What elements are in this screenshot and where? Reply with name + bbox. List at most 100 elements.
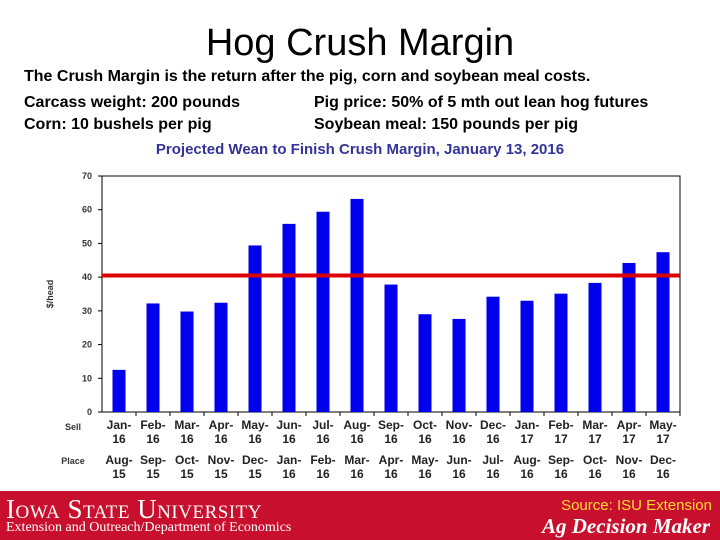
y-tick-label: 0 xyxy=(87,407,92,417)
place-month-label: Dec- xyxy=(650,453,676,467)
bar xyxy=(486,296,500,412)
footer-bar xyxy=(0,491,720,540)
place-year-label: 15 xyxy=(112,467,126,480)
place-year-label: 16 xyxy=(418,467,432,480)
source-text: Source: ISU Extension xyxy=(561,497,712,514)
place-year-label: 16 xyxy=(486,467,500,480)
y-tick-label: 10 xyxy=(82,373,92,383)
sell-month-label: Oct- xyxy=(413,418,437,432)
sell-month-label: Dec- xyxy=(480,418,506,432)
chart-title: Projected Wean to Finish Crush Margin, J… xyxy=(156,141,564,158)
sell-month-label: Aug- xyxy=(343,418,370,432)
bar xyxy=(622,262,636,412)
sell-month-label: Jan- xyxy=(515,418,540,432)
sell-month-label: May- xyxy=(241,418,268,432)
sell-year-label: 16 xyxy=(112,432,126,446)
crush-margin-chart: Projected Wean to Finish Crush Margin, J… xyxy=(45,141,681,480)
place-year-label: 16 xyxy=(656,467,670,480)
place-month-label: Aug- xyxy=(513,453,540,467)
place-year-label: 16 xyxy=(384,467,398,480)
y-tick-label: 40 xyxy=(82,272,92,282)
place-year-label: 16 xyxy=(282,467,296,480)
slide-title: Hog Crush Margin xyxy=(205,22,515,64)
place-month-label: Jan- xyxy=(277,453,302,467)
place-year-label: 15 xyxy=(180,467,194,480)
place-month-label: May- xyxy=(411,453,438,467)
bar xyxy=(554,293,568,412)
sell-year-label: 16 xyxy=(180,432,194,446)
bar xyxy=(418,314,432,412)
sell-year-label: 17 xyxy=(622,432,636,446)
sell-month-label: Jan- xyxy=(107,418,132,432)
sell-month-label: Apr- xyxy=(617,418,642,432)
sell-year-label: 16 xyxy=(486,432,500,446)
sell-month-label: Feb- xyxy=(548,418,573,432)
place-row-label: Place xyxy=(61,456,85,466)
sell-month-label: Mar- xyxy=(174,418,199,432)
y-tick-label: 70 xyxy=(82,171,92,181)
place-month-label: Nov- xyxy=(616,453,643,467)
sell-year-label: 16 xyxy=(214,432,228,446)
sell-year-label: 17 xyxy=(588,432,602,446)
place-month-label: Nov- xyxy=(208,453,235,467)
bar xyxy=(384,284,398,412)
place-year-label: 16 xyxy=(520,467,534,480)
place-year-label: 16 xyxy=(452,467,466,480)
sell-year-label: 16 xyxy=(452,432,466,446)
sell-year-label: 16 xyxy=(418,432,432,446)
place-year-label: 15 xyxy=(248,467,262,480)
department-text: Extension and Outreach/Department of Eco… xyxy=(6,520,292,535)
sell-year-label: 16 xyxy=(384,432,398,446)
bar xyxy=(350,198,364,412)
sell-month-label: Jun- xyxy=(276,418,301,432)
carcass-weight-text: Carcass weight: 200 pounds xyxy=(24,94,241,111)
sell-month-label: Sep- xyxy=(378,418,404,432)
place-year-label: 16 xyxy=(554,467,568,480)
place-month-label: Dec- xyxy=(242,453,268,467)
sell-year-label: 16 xyxy=(146,432,160,446)
bar xyxy=(520,300,534,412)
bar xyxy=(248,245,262,412)
sell-month-label: May- xyxy=(649,418,676,432)
sell-year-label: 17 xyxy=(656,432,670,446)
sell-year-label: 17 xyxy=(554,432,568,446)
bar xyxy=(656,252,670,412)
y-tick-label: 60 xyxy=(82,205,92,215)
place-year-label: 16 xyxy=(588,467,602,480)
sell-year-label: 16 xyxy=(350,432,364,446)
soybean-meal-text: Soybean meal: 150 pounds per pig xyxy=(314,116,579,133)
sell-year-label: 16 xyxy=(316,432,330,446)
university-logo: Iowa State University xyxy=(6,494,262,524)
bar xyxy=(588,282,602,412)
place-month-label: Apr- xyxy=(379,453,404,467)
sell-year-label: 16 xyxy=(248,432,262,446)
place-month-label: Sep- xyxy=(140,453,166,467)
y-tick-label: 30 xyxy=(82,306,92,316)
corn-text: Corn: 10 bushels per pig xyxy=(24,116,212,133)
place-month-label: Sep- xyxy=(548,453,574,467)
pig-price-text: Pig price: 50% of 5 mth out lean hog fut… xyxy=(314,94,649,111)
sell-year-label: 17 xyxy=(520,432,534,446)
place-month-label: Oct- xyxy=(583,453,607,467)
place-month-label: Feb- xyxy=(310,453,335,467)
sell-month-label: Nov- xyxy=(446,418,473,432)
bar xyxy=(214,302,228,412)
bar xyxy=(146,303,160,412)
place-month-label: Oct- xyxy=(175,453,199,467)
sell-row-label: Sell xyxy=(65,422,81,432)
place-month-label: Jun- xyxy=(446,453,471,467)
y-tick-label: 20 xyxy=(82,340,92,350)
y-tick-label: 50 xyxy=(82,238,92,248)
place-year-label: 16 xyxy=(350,467,364,480)
description-line-1: The Crush Margin is the return after the… xyxy=(24,68,591,85)
place-year-label: 16 xyxy=(316,467,330,480)
sell-month-label: Mar- xyxy=(582,418,607,432)
place-month-label: Mar- xyxy=(344,453,369,467)
place-year-label: 15 xyxy=(146,467,160,480)
bar xyxy=(282,223,296,412)
place-year-label: 15 xyxy=(214,467,228,480)
place-year-label: 16 xyxy=(622,467,636,480)
bar xyxy=(180,311,194,412)
sell-year-label: 16 xyxy=(282,432,296,446)
sell-month-label: Jul- xyxy=(312,418,333,432)
